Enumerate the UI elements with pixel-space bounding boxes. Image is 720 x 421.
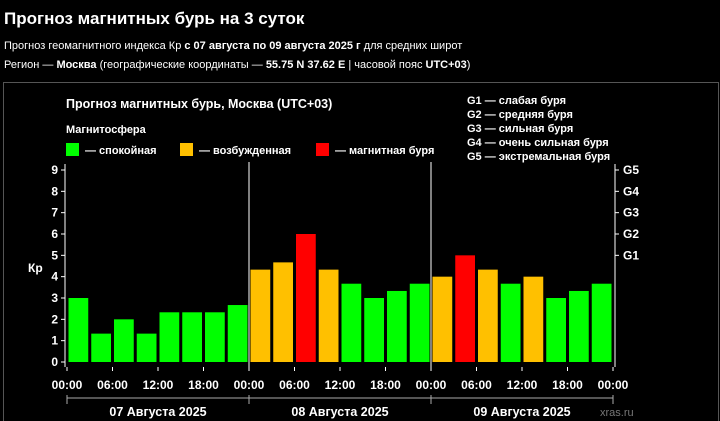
x-tick-label: 00:00 [598, 378, 629, 392]
x-tick-label: 00:00 [52, 378, 83, 392]
y2-tick-label: G2 [623, 227, 639, 241]
kp-bar [227, 305, 248, 362]
kp-bar [432, 276, 453, 362]
desc-suffix: для средних широт [360, 40, 463, 52]
storm-scale-item: G1 — слабая буря [467, 95, 566, 107]
chart-title: Прогноз магнитных бурь, Москва (UTC+03) [66, 97, 332, 111]
region-prefix: Регион — [4, 59, 57, 71]
coords-prefix: (географические координаты — [96, 59, 266, 71]
day-label: 09 Августа 2025 [473, 405, 570, 419]
kp-bar [500, 283, 521, 362]
region-name: Москва [56, 59, 97, 71]
y-tick-label: 8 [51, 184, 58, 198]
storm-scale-item: G3 — сильная буря [467, 123, 573, 135]
x-tick-label: 06:00 [461, 378, 492, 392]
tz-value: UTC+03 [425, 59, 467, 71]
y2-tick-label: G4 [623, 184, 639, 198]
tz-prefix: | часовой пояс [345, 59, 426, 71]
kp-bar [182, 312, 202, 362]
y2-tick-label: G1 [623, 248, 639, 262]
legend-swatch-active [180, 143, 193, 156]
day-label: 08 Августа 2025 [291, 405, 388, 419]
y-tick-label: 4 [51, 270, 58, 284]
x-tick-label: 12:00 [325, 378, 356, 392]
x-tick-label: 12:00 [507, 378, 538, 392]
watermark: xras.ru [600, 407, 634, 419]
x-tick-label: 12:00 [143, 378, 174, 392]
kp-bar [364, 298, 384, 362]
x-tick-label: 00:00 [234, 378, 265, 392]
legend-title: Магнитосфера [66, 124, 147, 136]
kp-bar [591, 283, 612, 362]
date-range: с 07 августа по 09 августа 2025 г [184, 40, 361, 52]
storm-scale-item: G2 — средняя буря [467, 109, 573, 121]
y-tick-label: 3 [51, 291, 58, 305]
kp-bar [68, 298, 89, 362]
kp-bar [273, 262, 293, 362]
legend-label-storm: — магнитная буря [335, 145, 434, 157]
kp-bar [478, 269, 498, 362]
coords-value: 55.75 N 37.62 E [265, 59, 346, 71]
x-tick-label: 18:00 [370, 378, 401, 392]
kp-bar [409, 283, 430, 362]
kp-bar [546, 298, 566, 362]
legend-swatch-storm [316, 143, 329, 156]
forecast-description: Прогноз геомагнитного индекса Кр с 07 ав… [4, 40, 462, 52]
kp-bar [114, 319, 134, 362]
kp-bar [136, 333, 157, 362]
kp-bar [159, 312, 180, 362]
y-tick-label: 5 [51, 248, 58, 262]
page-title: Прогноз магнитных бурь на 3 суток [4, 9, 305, 28]
desc-text: Прогноз геомагнитного индекса Кр [4, 40, 185, 52]
storm-scale-item: G4 — очень сильная буря [467, 137, 609, 149]
kp-bar [569, 290, 589, 362]
y-axis-label: Кр [28, 261, 43, 275]
kp-bar [318, 269, 339, 362]
x-tick-label: 18:00 [552, 378, 583, 392]
kp-bar [250, 269, 271, 362]
x-tick-label: 06:00 [97, 378, 128, 392]
storm-scale-item: G5 — экстремальная буря [467, 151, 610, 163]
chart-panel [3, 82, 719, 421]
y-tick-label: 9 [51, 163, 58, 177]
region-info: Регион — Москва (географические координа… [4, 59, 470, 71]
kp-bar [523, 276, 544, 362]
y2-tick-label: G3 [623, 206, 639, 220]
legend-swatch-quiet [66, 143, 79, 156]
y2-tick-label: G5 [623, 163, 639, 177]
kp-bar [341, 283, 362, 362]
x-tick-label: 18:00 [188, 378, 219, 392]
y-tick-label: 0 [51, 355, 58, 369]
x-tick-label: 06:00 [279, 378, 310, 392]
day-label: 07 Августа 2025 [109, 405, 206, 419]
y-tick-label: 7 [51, 206, 58, 220]
legend-label-active: — возбужденная [199, 145, 291, 157]
kp-bar [455, 255, 475, 362]
kp-bar [296, 234, 316, 362]
y-tick-label: 2 [51, 312, 58, 326]
kp-bar [387, 290, 407, 362]
y-tick-label: 6 [51, 227, 58, 241]
kp-bar [91, 333, 111, 362]
legend-label-quiet: — спокойная [85, 145, 157, 157]
tz-suffix: ) [466, 59, 471, 71]
x-tick-label: 00:00 [416, 378, 447, 392]
y-tick-label: 1 [51, 334, 58, 348]
kp-bar [205, 312, 225, 362]
